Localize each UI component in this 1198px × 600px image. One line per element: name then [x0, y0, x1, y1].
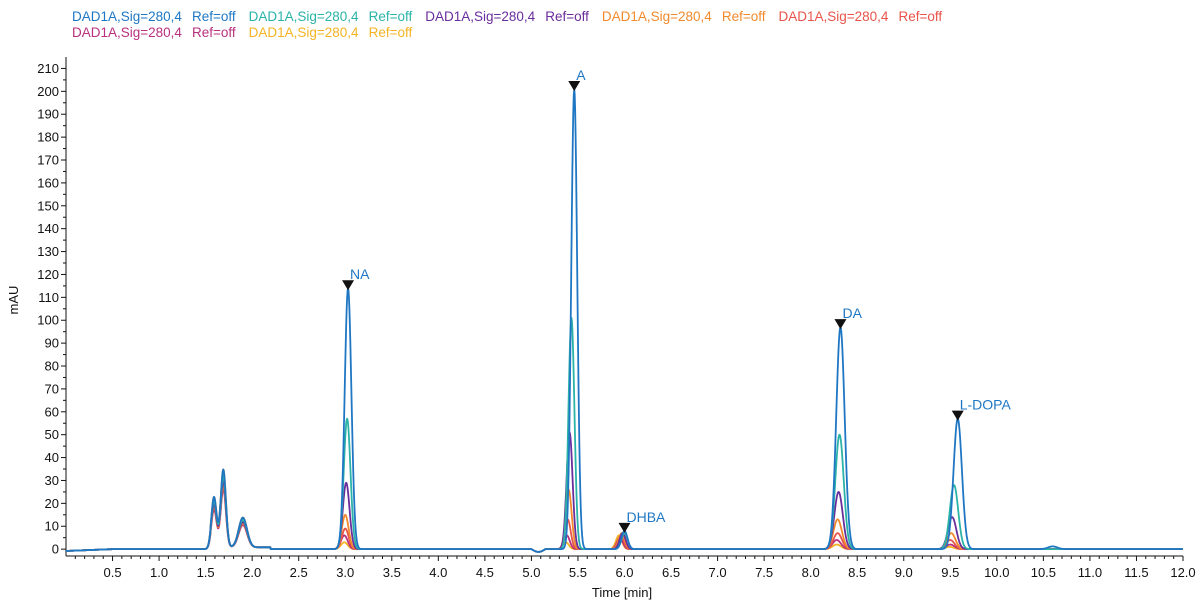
y-tick-label: 80 — [45, 359, 59, 374]
x-tick-label: 8.5 — [848, 565, 866, 580]
x-tick-label: 11.0 — [1078, 565, 1102, 580]
x-tick-label: 0.5 — [104, 565, 122, 580]
x-tick-label: 6.0 — [615, 565, 633, 580]
legend-item: DAD1A,Sig=280,4 Ref=off — [72, 9, 236, 24]
x-tick-label: 6.5 — [662, 565, 680, 580]
legend-ref: Ref=off — [898, 9, 943, 24]
legend-signal: DAD1A,Sig=280,4 — [601, 9, 712, 24]
y-tick-label: 180 — [37, 130, 59, 145]
legend-row: DAD1A,Sig=280,4 Ref=off DAD1A,Sig=280,4 Ref… — [72, 9, 1182, 25]
x-tick-label: 2.0 — [243, 565, 261, 580]
peak-markers: NA A DHBA DA L-DOPA — [342, 67, 1011, 533]
peak-marker-icon — [834, 319, 847, 330]
legend-item: DAD1A,Sig=280,4 Ref=off — [249, 25, 413, 40]
x-tick-label: 10.5 — [1031, 565, 1056, 580]
x-tick-label: 3.0 — [336, 565, 354, 580]
x-tick-label: 4.5 — [476, 565, 494, 580]
x-tick-label: 5.5 — [569, 565, 587, 580]
peak-label: NA — [350, 266, 370, 282]
y-tick-label: 130 — [37, 244, 59, 259]
chart-legend: DAD1A,Sig=280,4 Ref=off DAD1A,Sig=280,4 Ref… — [72, 9, 1182, 41]
y-tick-label: 70 — [45, 381, 59, 396]
legend-ref: Ref=off — [545, 9, 589, 24]
x-tick-label: 7.5 — [755, 565, 773, 580]
y-tick-label: 100 — [37, 313, 59, 328]
x-tick-label: 5.0 — [522, 565, 540, 580]
series-line — [65, 88, 1184, 553]
y-tick-label: 170 — [37, 153, 59, 168]
legend-signal: DAD1A,Sig=280,4 — [72, 9, 182, 24]
y-tick-label: 210 — [37, 61, 59, 76]
peak-marker-icon — [951, 410, 964, 421]
y-tick-label: 10 — [45, 519, 59, 534]
legend-signal: DAD1A,Sig=280,4 — [248, 9, 359, 24]
x-tick-label: 2.5 — [290, 565, 308, 580]
y-tick-label: 160 — [37, 175, 59, 190]
x-tick-label: 12.0 — [1170, 565, 1195, 580]
peak-marker-icon — [618, 522, 631, 533]
peak-label: DA — [842, 305, 862, 321]
x-axis-label: Time [min] — [592, 585, 652, 600]
x-tick-label: 10.0 — [984, 565, 1009, 580]
legend-ref: Ref=off — [191, 9, 236, 24]
y-tick-label: 20 — [45, 496, 59, 511]
y-ticks: 0 10 20 30 40 50 60 70 80 90 100 110 120 130 140 150 160… — [37, 61, 66, 557]
y-tick-label: 110 — [38, 290, 59, 305]
legend-ref: Ref=off — [191, 25, 236, 40]
peak-marker-icon — [568, 81, 581, 92]
legend-signal: DAD1A,Sig=280,4 — [425, 9, 536, 24]
legend-item: DAD1A,Sig=280,4 Ref=off — [72, 25, 236, 40]
legend-ref: Ref=off — [368, 9, 413, 24]
y-tick-label: 40 — [45, 450, 59, 465]
y-tick-label: 120 — [37, 267, 59, 282]
legend-row: DAD1A,Sig=280,4 Ref=off DAD1A,Sig=280,4 Ref… — [72, 25, 1182, 41]
x-tick-label: 8.0 — [802, 565, 820, 580]
legend-item: DAD1A,Sig=280,4 Ref=off — [779, 9, 943, 24]
series-group — [65, 88, 1184, 553]
series-line — [65, 317, 1184, 553]
legend-item: DAD1A,Sig=280,4 Ref=off — [602, 9, 766, 24]
x-tick-label: 1.5 — [197, 565, 215, 580]
x-tick-label: 11.5 — [1124, 565, 1148, 580]
y-tick-label: 50 — [45, 427, 59, 442]
legend-item: DAD1A,Sig=280,4 Ref=off — [249, 9, 413, 24]
x-tick-label: 3.5 — [383, 565, 401, 580]
x-tick-label: 1.0 — [150, 565, 168, 580]
x-tick-label: 9.0 — [895, 565, 913, 580]
legend-signal: DAD1A,Sig=280,4 — [248, 25, 359, 40]
y-tick-label: 60 — [45, 404, 59, 419]
y-tick-label: 200 — [37, 84, 59, 99]
peak-label: DHBA — [627, 509, 667, 525]
legend-signal: DAD1A,Sig=280,4 — [72, 25, 182, 40]
y-tick-label: 90 — [45, 336, 59, 351]
x-tick-label: 9.5 — [941, 565, 959, 580]
legend-ref: Ref=off — [721, 9, 766, 24]
legend-item: DAD1A,Sig=280,4 Ref=off — [425, 9, 589, 24]
y-tick-label: 140 — [37, 221, 59, 236]
peak-label: L-DOPA — [960, 397, 1012, 413]
peak-label: A — [576, 67, 586, 83]
x-tick-label: 7.0 — [709, 565, 727, 580]
x-ticks: 0.5 1.0 1.5 2.0 2.5 3.0 3.5 4.0 4.5 5.0 5.5 6.0 6.5 7… — [74, 556, 1196, 580]
legend-ref: Ref=off — [368, 25, 413, 40]
y-tick-label: 190 — [37, 107, 59, 122]
axes: 0 10 20 30 40 50 60 70 80 90 100 110 120 130 140 150 160… — [37, 57, 1196, 580]
x-tick-label: 4.0 — [429, 565, 447, 580]
y-axis-label: mAU — [6, 286, 21, 315]
y-tick-label: 150 — [37, 198, 59, 213]
legend-signal: DAD1A,Sig=280,4 — [778, 9, 889, 24]
y-tick-label: 0 — [52, 542, 59, 557]
peak-marker-icon — [342, 280, 355, 291]
y-tick-label: 30 — [45, 473, 59, 488]
